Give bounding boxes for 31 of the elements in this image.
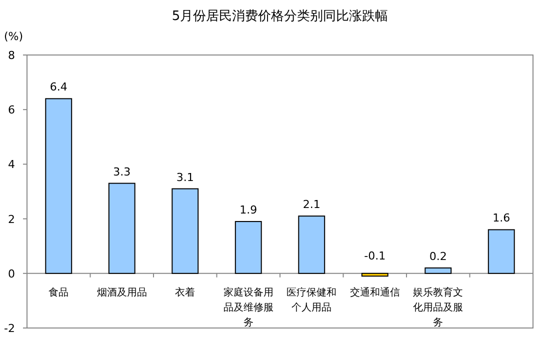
x-tick-label: 医疗保健和个人用品 xyxy=(286,286,337,314)
data-label: 6.4 xyxy=(50,80,68,94)
x-tick-label: 交通和通信 xyxy=(350,286,400,298)
bar xyxy=(488,229,515,274)
x-tick-label: 娱乐教育文化用品及服务 xyxy=(413,286,464,328)
data-label: 3.1 xyxy=(176,170,194,184)
data-label: 1.9 xyxy=(240,204,258,217)
bar xyxy=(45,98,72,274)
data-label: -0.1 xyxy=(364,249,386,262)
bar xyxy=(424,267,452,274)
data-label: 3.3 xyxy=(113,165,131,178)
y-tick-label: 0 xyxy=(8,267,15,280)
y-tick-label: -2 xyxy=(4,322,15,335)
bar xyxy=(172,188,199,274)
x-tick-label: 烟酒及用品 xyxy=(96,286,147,298)
y-axis-title: (%) xyxy=(4,30,24,43)
y-tick-label: 2 xyxy=(8,212,15,226)
bar xyxy=(234,221,262,274)
data-label: 1.6 xyxy=(492,212,510,225)
x-tick-label: 食品 xyxy=(48,286,69,298)
y-tick-label: 8 xyxy=(8,49,15,62)
data-label: 2.1 xyxy=(302,198,320,212)
chart-title: 5月份居民消费价格分类别同比涨跌幅 xyxy=(172,9,388,24)
data-label: 0.2 xyxy=(429,250,447,263)
y-tick-label: 6 xyxy=(8,104,15,117)
x-tick-label: 家庭设备用品及维修服务 xyxy=(223,286,274,328)
y-tick-label: 4 xyxy=(8,158,15,172)
bar xyxy=(361,272,388,277)
bar xyxy=(298,216,326,274)
x-tick-label: 衣着 xyxy=(175,286,196,298)
bar xyxy=(108,182,136,274)
